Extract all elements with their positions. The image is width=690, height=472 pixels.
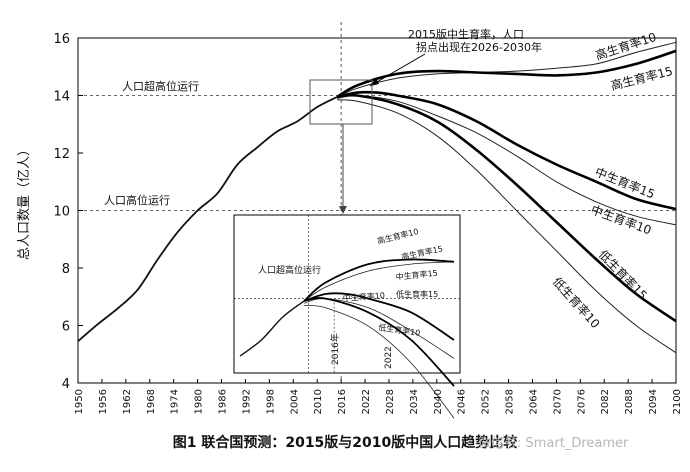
x-tick-label-1986: 1986 xyxy=(218,389,229,414)
inset-line-中生育率15 xyxy=(303,292,455,341)
x-tick-label-2076: 2076 xyxy=(576,389,587,414)
annotation-arrow xyxy=(369,53,426,87)
x-tick-label-1962: 1962 xyxy=(122,389,133,414)
inset-line-低生育率15 xyxy=(304,297,455,387)
annotation-line-2: 拐点出现在2026-2030年 xyxy=(416,40,542,54)
x-tick-label-2052: 2052 xyxy=(481,389,492,414)
x-tick-label-1968: 1968 xyxy=(146,389,157,414)
line-中生育率10 xyxy=(337,94,677,226)
inset-label-2022: 2022 xyxy=(384,346,394,369)
figure-caption: 图1 联合国预测：2015版与2010版中国人口趋势比较 xyxy=(172,435,518,451)
inset-label-mid10: 中生育率10 xyxy=(342,290,385,303)
x-tick-label-1950: 1950 xyxy=(74,389,85,414)
y-tick-label-14: 14 xyxy=(53,90,70,105)
population-chart: 4 6 8 10 12 14 16 1950 1956 1962 1968 1974 1980 1986 1… xyxy=(17,22,683,419)
x-tick-label-2094: 2094 xyxy=(648,389,659,414)
y-tick-label-16: 16 xyxy=(53,32,70,47)
x-tick-label-2004: 2004 xyxy=(289,389,300,414)
watermark: 微信号: Smart_Dreamer xyxy=(478,436,629,451)
x-tick-label-2070: 2070 xyxy=(552,389,563,414)
y-tick-label-8: 8 xyxy=(62,262,70,277)
x-tick-label-2034: 2034 xyxy=(409,389,420,414)
series-label-中生育率10: 中生育率10 xyxy=(589,202,654,238)
inset-line-高生育率10 xyxy=(303,261,455,302)
ref-label-superhigh: 人口超高位运行 xyxy=(122,79,199,93)
line-高生育率15 xyxy=(336,49,677,99)
y-axis-label: 总人口数量（亿人） xyxy=(17,143,32,260)
x-tick-label-2040: 2040 xyxy=(433,389,444,414)
x-tick-label-2058: 2058 xyxy=(505,389,516,414)
x-tick-label-2028: 2028 xyxy=(385,389,396,414)
x-tick-label-1956: 1956 xyxy=(98,389,109,414)
series-label-低生育率10: 低生育率10 xyxy=(550,274,603,331)
x-tick-label-2016: 2016 xyxy=(337,389,348,414)
line-中生育率15 xyxy=(336,90,677,211)
inset-label-2016: 2016年 xyxy=(329,333,341,365)
zoom-box xyxy=(309,79,373,125)
inset-line-低生育率10 xyxy=(304,305,455,419)
x-tick-label-2010: 2010 xyxy=(313,389,324,414)
x-tick-label-1992: 1992 xyxy=(241,389,252,414)
inset-label-low15: 低生育率15 xyxy=(396,289,438,299)
axes: 4 6 8 10 12 14 16 1950 1956 1962 1968 1974 1980 1986 1… xyxy=(53,32,683,414)
x-tick-label-2064: 2064 xyxy=(528,389,539,414)
x-tick-label-2046: 2046 xyxy=(457,389,468,414)
series-label-低生育率15: 低生育率15 xyxy=(596,247,651,303)
x-tick-label-2082: 2082 xyxy=(600,389,611,414)
x-tick-label-2100: 2100 xyxy=(672,389,683,414)
y-tick-label-10: 10 xyxy=(53,205,70,220)
x-tick-label-2088: 2088 xyxy=(624,389,635,414)
zoom-arrowhead xyxy=(339,206,347,214)
line-historical xyxy=(77,96,338,342)
annotation-line-1: 2015版中生育率，人口 xyxy=(408,27,524,41)
line-低生育率10 xyxy=(337,99,677,354)
x-tick-label-1998: 1998 xyxy=(265,389,276,414)
y-tick-label-12: 12 xyxy=(53,147,70,162)
series-label-高生育率10: 高生育率10 xyxy=(593,29,658,63)
x-tick-label-2022: 2022 xyxy=(361,389,372,414)
inset-line-高生育率15 xyxy=(303,258,455,302)
line-低生育率15 xyxy=(336,93,677,323)
inset-label-superhigh: 人口超高位运行 xyxy=(258,264,321,276)
ref-label-high: 人口高位运行 xyxy=(104,193,170,207)
y-tick-label-6: 6 xyxy=(62,320,70,335)
inset-label-mid15: 中生育率15 xyxy=(395,268,438,282)
x-tick-label-1980: 1980 xyxy=(194,389,205,414)
y-tick-label-4: 4 xyxy=(62,377,70,392)
inset-line-historical xyxy=(239,300,305,357)
x-tick-label-1974: 1974 xyxy=(170,389,181,414)
